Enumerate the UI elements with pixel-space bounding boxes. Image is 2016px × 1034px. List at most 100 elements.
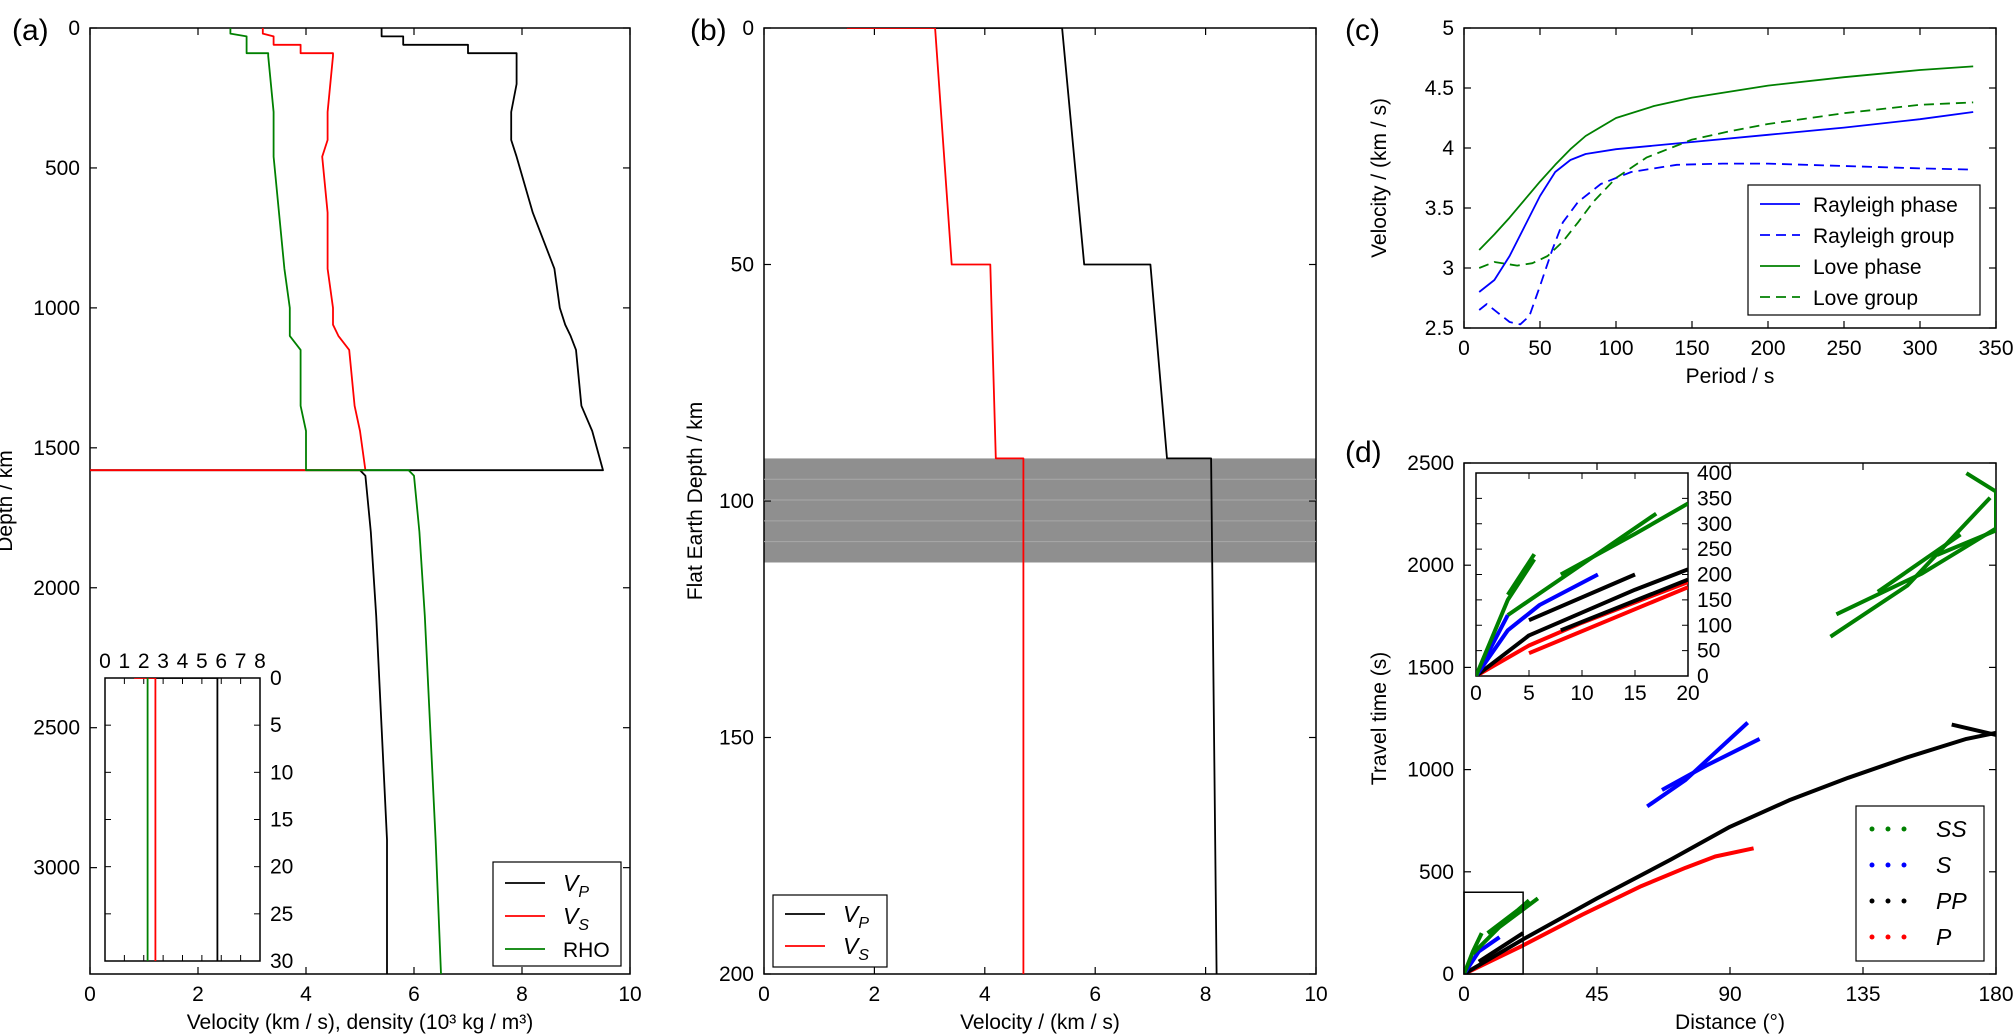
inset-y-tick-label: 30 xyxy=(270,950,293,973)
legend-marker xyxy=(1885,826,1891,832)
series-ss xyxy=(1936,471,1996,557)
panel-label: (b) xyxy=(690,14,727,47)
series-pp xyxy=(1464,730,1996,974)
x-tick-label: 10 xyxy=(618,983,641,1006)
x-tick-label: 8 xyxy=(1200,983,1212,1006)
legend-entry: Rayleigh phase xyxy=(1813,194,1958,217)
y-axis-label: Depth / km xyxy=(0,450,17,552)
x-tick-label: 100 xyxy=(1598,337,1633,360)
inset-x-tick-label: 0 xyxy=(1470,682,1482,705)
y-tick-label: 50 xyxy=(731,254,754,277)
series-rayleigh-group xyxy=(1478,162,1974,326)
y-tick-label: 2000 xyxy=(33,577,80,600)
x-tick-label: 6 xyxy=(1089,983,1101,1006)
x-tick-label: 2 xyxy=(192,983,204,1006)
inset-y-tick-label: 20 xyxy=(270,856,293,879)
y-tick-label: 4 xyxy=(1442,137,1454,160)
inset-frame xyxy=(104,677,261,962)
inset-series-pp xyxy=(1476,567,1688,676)
inset-x-tick-label: 5 xyxy=(196,650,208,673)
legend-marker xyxy=(1885,934,1891,940)
legend-entry: Rayleigh group xyxy=(1813,225,1954,248)
inset-y-tick-label: 100 xyxy=(1697,614,1732,637)
y-tick-label: 500 xyxy=(1419,861,1454,884)
legend-frame xyxy=(772,894,888,968)
y-axis-label: Travel time (s) xyxy=(1368,652,1391,785)
inset-x-tick-label: 1 xyxy=(119,650,131,673)
series-love-phase xyxy=(1478,65,1974,251)
x-tick-label: 0 xyxy=(1458,337,1470,360)
legend-entry: SS xyxy=(1936,816,1967,842)
inset-y-tick-label: 0 xyxy=(270,667,282,690)
inset-series-vs xyxy=(134,678,157,961)
legend-entry: S xyxy=(1936,852,1952,878)
inset-y-tick-label: 200 xyxy=(1697,564,1732,587)
y-tick-label: 2500 xyxy=(1407,452,1454,475)
panel-c: 0 50 100 150 200 250 300 350 2.5 3 3.5 4 4.5 5 Period … xyxy=(1345,14,2014,388)
inset-x-tick-label: 0 xyxy=(99,650,111,673)
legend-frame xyxy=(1747,184,1981,316)
series-rayleigh-phase xyxy=(1478,111,1974,293)
series-rho xyxy=(229,28,442,974)
plot-frame xyxy=(89,27,631,975)
panel-label: (d) xyxy=(1345,436,1382,469)
x-tick-label: 0 xyxy=(84,983,96,1006)
inset-series-p xyxy=(1528,585,1688,656)
inset-x-tick-label: 6 xyxy=(215,650,227,673)
series-vp xyxy=(846,28,1218,974)
inset-y-tick-label: 0 xyxy=(1697,665,1709,688)
inset-series-pp xyxy=(1560,577,1688,633)
x-tick-label: 90 xyxy=(1718,983,1741,1006)
inset-x-tick-label: 3 xyxy=(157,650,169,673)
series-pp xyxy=(1951,722,1996,737)
legend-entry: VS xyxy=(563,903,589,934)
x-tick-label: 2 xyxy=(869,983,881,1006)
x-axis-label: Period / s xyxy=(1686,365,1775,388)
series-vs xyxy=(90,28,367,472)
series-ss xyxy=(1829,496,1992,639)
inset-region-box xyxy=(1463,891,1524,975)
inset-x-tick-label: 10 xyxy=(1570,682,1593,705)
inset-y-tick-label: 25 xyxy=(270,903,293,926)
inset-series-ss xyxy=(1476,558,1536,676)
x-tick-label: 10 xyxy=(1304,983,1327,1006)
series-pp xyxy=(1477,931,1525,964)
legend-entry: VP xyxy=(843,901,869,932)
y-tick-label: 1500 xyxy=(33,437,80,460)
legend-entry: RHO xyxy=(563,939,610,962)
series-love-group xyxy=(1478,101,1974,269)
x-tick-label: 4 xyxy=(300,983,312,1006)
x-tick-label: 200 xyxy=(1750,337,1785,360)
legend-marker xyxy=(1869,862,1875,868)
inset-series-s xyxy=(1476,572,1599,676)
legend-entry: P xyxy=(1936,924,1952,950)
inset-series-pp xyxy=(1528,572,1636,623)
y-tick-label: 2500 xyxy=(33,717,80,740)
legend-marker xyxy=(1885,862,1891,868)
legend-marker xyxy=(1901,826,1907,832)
y-tick-label: 150 xyxy=(719,727,754,750)
panel-label: (a) xyxy=(12,14,49,47)
x-tick-label: 8 xyxy=(516,983,528,1006)
panel-d: 0 45 90 135 18005001000150020002500Distance … xyxy=(1345,436,2014,1034)
x-axis-label: Velocity / (km / s) xyxy=(960,1011,1120,1034)
legend-marker xyxy=(1901,862,1907,868)
x-tick-label: 6 xyxy=(408,983,420,1006)
legend-entry: PP xyxy=(1936,888,1967,914)
inset-y-tick-label: 50 xyxy=(1697,640,1720,663)
inset-series-vp xyxy=(145,678,219,961)
inset-x-tick-label: 4 xyxy=(177,650,189,673)
inset-y-tick-label: 350 xyxy=(1697,487,1732,510)
inset-x-tick-label: 20 xyxy=(1676,682,1699,705)
y-tick-label: 3000 xyxy=(33,857,80,880)
inset-y-tick-label: 150 xyxy=(1697,589,1732,612)
x-tick-label: 150 xyxy=(1674,337,1709,360)
legend-marker xyxy=(1901,934,1907,940)
series-ss xyxy=(1876,532,1962,594)
x-axis-label: Distance (°) xyxy=(1675,1011,1785,1034)
